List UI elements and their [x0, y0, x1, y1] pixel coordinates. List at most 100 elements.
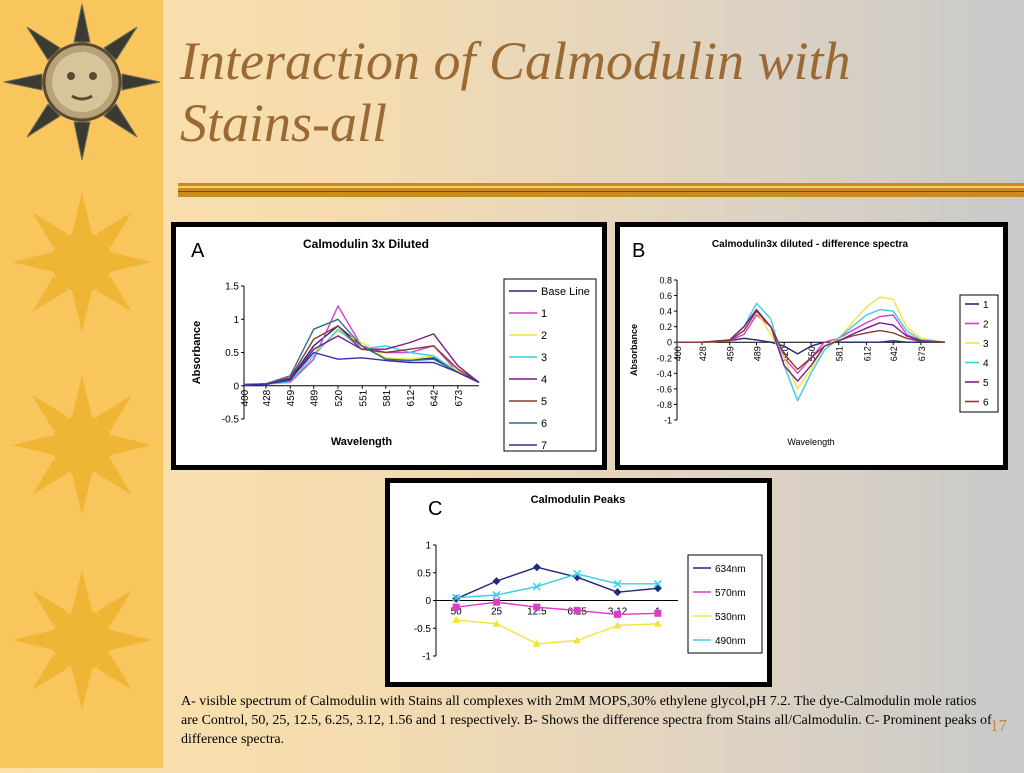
legend-label: 490nm	[715, 636, 746, 647]
decorative-sidebar	[0, 0, 163, 768]
x-tick-label: 400	[673, 346, 683, 361]
y-axis-label: Absorbance	[191, 321, 203, 385]
y-tick-label: 0	[425, 596, 431, 607]
series-line-3	[456, 573, 658, 599]
chart-a: A Calmodulin 3x Diluted -0.5 0 0.5 1 1.5 400 428…	[176, 227, 602, 465]
data-point	[573, 636, 582, 644]
x-tick-label: 581	[382, 389, 393, 406]
legend-label: 1	[541, 308, 547, 320]
panel-letter: C	[428, 498, 442, 520]
data-point	[492, 577, 501, 586]
y-tick-label: 0.6	[659, 291, 672, 301]
x-axis-label: Wavelength	[331, 436, 393, 448]
x-tick-label: 489	[310, 389, 321, 406]
x-tick-label: 581	[835, 346, 845, 361]
x-tick-label: 25	[491, 607, 503, 618]
y-tick-label: 1.5	[225, 282, 239, 293]
y-axis-label: Absorbance	[629, 324, 639, 376]
data-point	[452, 615, 461, 623]
data-point	[613, 621, 622, 629]
series-line-1	[456, 601, 658, 616]
figure-caption: A- visible spectrum of Calmodulin with S…	[181, 694, 992, 747]
series-line-1	[677, 314, 946, 375]
data-point	[533, 603, 541, 611]
y-tick-label: 0.5	[417, 568, 431, 579]
series-line-0	[677, 337, 945, 355]
y-tick-label: -0.5	[414, 624, 432, 635]
x-tick-label: 12.5	[527, 607, 547, 618]
x-tick-label: 642	[889, 346, 899, 361]
y-tick-label: 0.2	[659, 322, 672, 332]
x-tick-label: 428	[698, 346, 708, 361]
x-tick-label: 642	[430, 389, 441, 406]
data-point	[654, 609, 662, 617]
legend-label: 6	[541, 418, 547, 430]
x-tick-label: 550	[807, 346, 817, 361]
data-point	[492, 590, 501, 599]
data-point	[452, 594, 461, 603]
y-tick-label: 0	[233, 381, 239, 392]
legend-label: 4	[541, 374, 547, 386]
legend-label: 530nm	[715, 612, 746, 623]
chart-a-svg: A Calmodulin 3x Diluted -0.5 0 0.5 1 1.5 400 428…	[191, 237, 597, 452]
sun-icon-column	[3, 3, 161, 710]
series-line-0	[455, 566, 658, 600]
chart-a-frame: A Calmodulin 3x Diluted -0.5 0 0.5 1 1.5 400 428…	[171, 222, 607, 470]
legend-label: 2	[983, 320, 989, 331]
series-line-7	[243, 351, 480, 386]
panel-letter: A	[191, 240, 205, 262]
y-tick-label: -0.5	[222, 415, 240, 426]
x-tick-label: 612	[862, 346, 872, 361]
y-tick-label: -1	[664, 416, 672, 426]
data-point	[613, 588, 622, 597]
sun-icon	[12, 570, 152, 710]
legend-label: 7	[541, 440, 547, 452]
legend-label: 5	[541, 396, 547, 408]
x-tick-label: 50	[451, 607, 463, 618]
data-point	[532, 639, 541, 647]
data-point	[573, 606, 581, 614]
series-line-4	[243, 333, 480, 386]
x-tick-label: 400	[240, 389, 251, 406]
data-point	[653, 584, 662, 593]
x-tick-label: 520	[334, 389, 345, 406]
legend-box	[959, 294, 999, 413]
sun-icon	[12, 192, 152, 332]
data-point	[532, 582, 541, 591]
legend-label: 3	[541, 352, 547, 364]
data-point	[573, 569, 582, 578]
slide-title: Interaction of Calmodulin with Stains-al…	[180, 31, 851, 153]
chart-b-svg: B Calmodulin3x diluted - difference spect…	[629, 239, 999, 447]
y-tick-label: 0.8	[659, 276, 672, 286]
data-point	[653, 579, 662, 588]
x-tick-label: 673	[454, 389, 465, 406]
data-point	[452, 603, 460, 611]
legend-label: Base Line	[541, 286, 590, 298]
x-tick-label: 459	[286, 389, 297, 406]
legend-label: 3	[983, 339, 989, 350]
series-line-4	[677, 308, 946, 382]
legend-label: 634nm	[715, 564, 746, 575]
x-tick-label: 428	[262, 389, 273, 406]
y-tick-label: -0.8	[656, 400, 672, 410]
y-tick-label: -0.6	[656, 384, 672, 394]
title-divider	[178, 183, 1024, 197]
series-line-6	[243, 318, 480, 386]
panel-letter: B	[632, 240, 645, 262]
data-point	[614, 610, 621, 618]
y-tick-label: -0.2	[656, 353, 672, 363]
legend-box	[687, 554, 763, 654]
data-point	[492, 619, 501, 627]
y-tick-label: -0.4	[656, 369, 672, 379]
chart-title: Calmodulin3x diluted - difference spectr…	[712, 239, 909, 250]
chart-b-frame: B Calmodulin3x diluted - difference spect…	[615, 222, 1008, 470]
page-number: 17	[990, 716, 1007, 735]
data-point	[452, 593, 461, 602]
series-line-5	[243, 325, 480, 386]
chart-b: B Calmodulin3x diluted - difference spect…	[620, 227, 1003, 465]
x-tick-label: 612	[406, 389, 417, 406]
x-tick-label: 459	[726, 346, 736, 361]
y-tick-label: 0.4	[659, 307, 672, 317]
legend-label: 6	[983, 398, 989, 409]
